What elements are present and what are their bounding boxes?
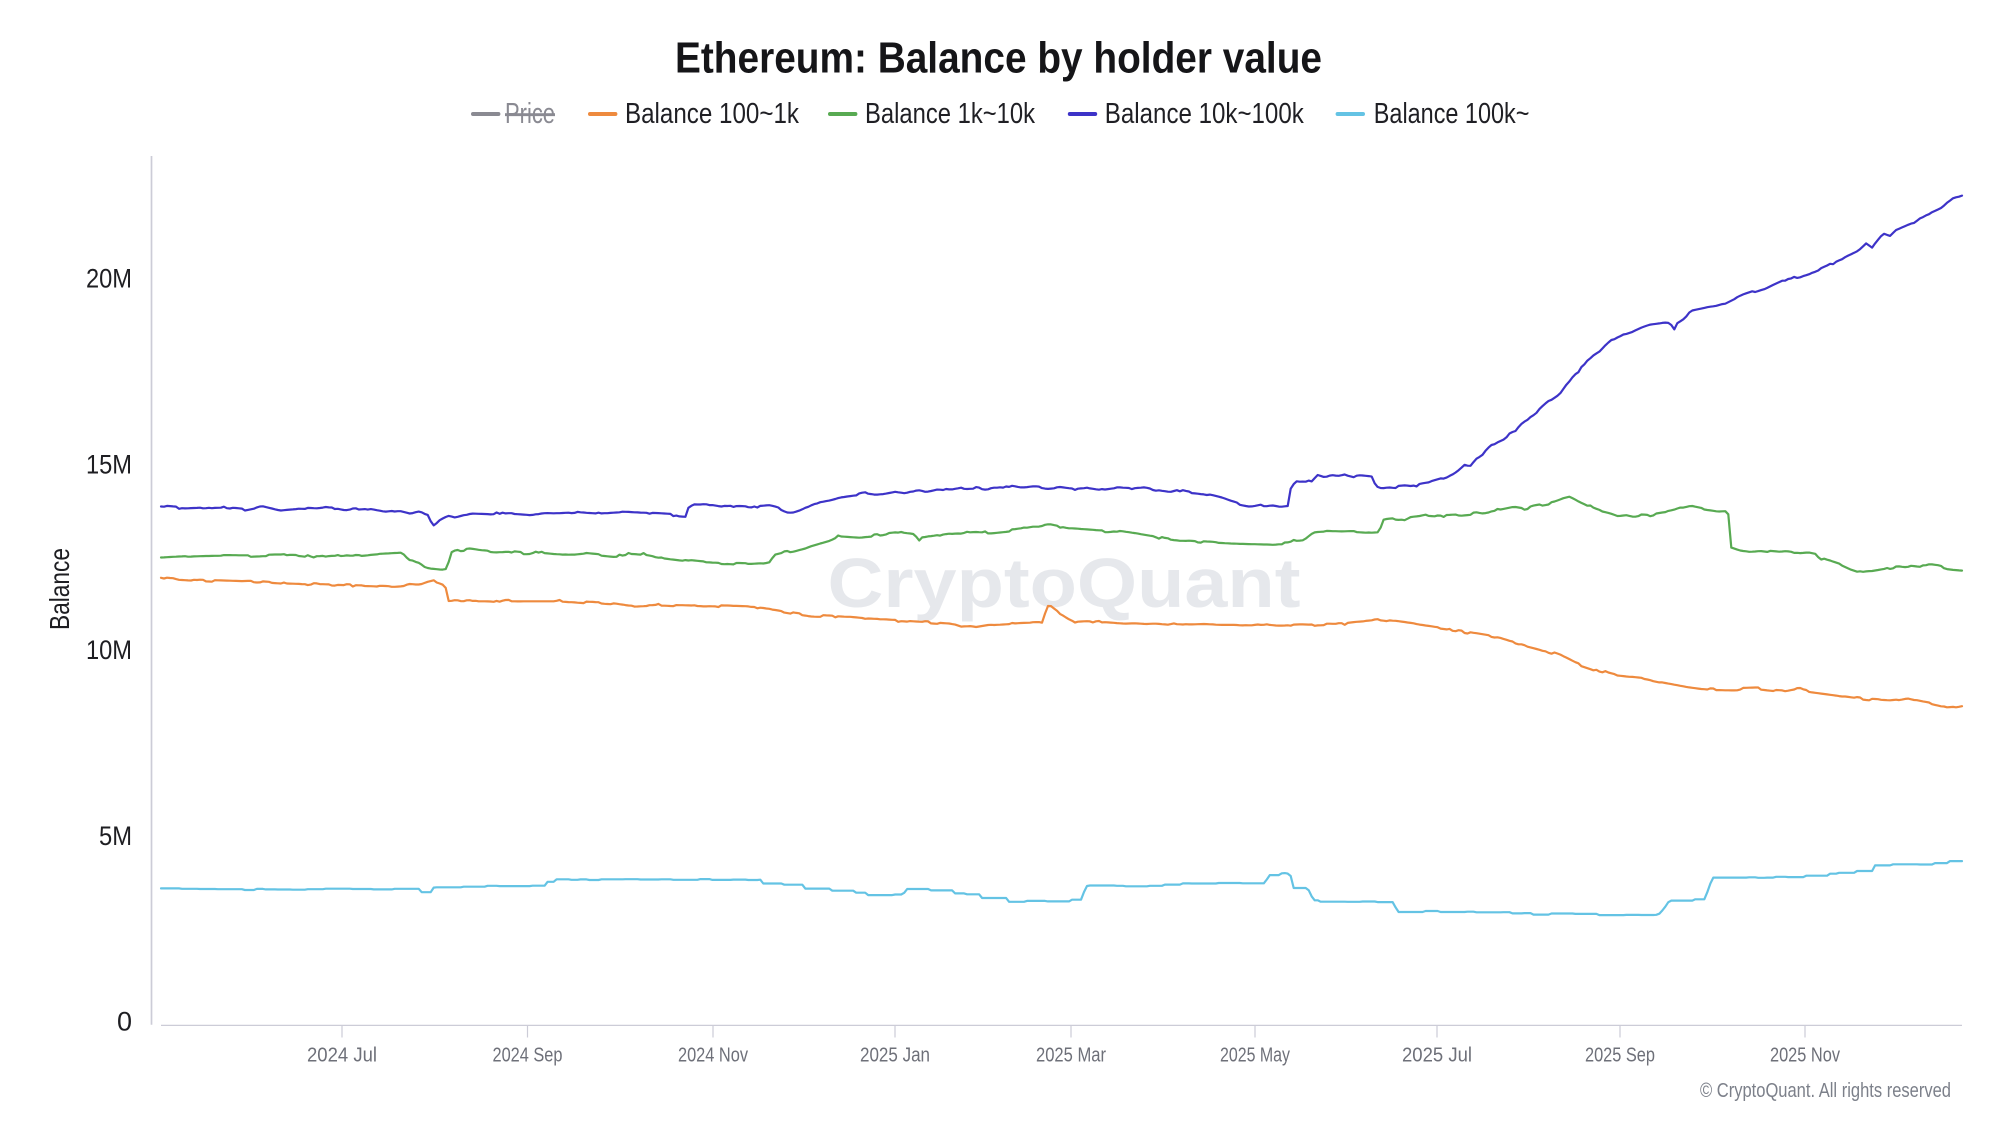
svg-text:Balance: Balance	[44, 548, 75, 630]
svg-text:Balance 100k~: Balance 100k~	[1374, 98, 1530, 130]
svg-text:© CryptoQuant. All rights rese: © CryptoQuant. All rights reserved	[1700, 1080, 1951, 1102]
svg-text:Ethereum: Balance by holder va: Ethereum: Balance by holder value	[675, 34, 1322, 83]
svg-text:20M: 20M	[86, 264, 132, 294]
svg-text:2024 Sep: 2024 Sep	[493, 1045, 563, 1067]
svg-text:2025 Jul: 2025 Jul	[1402, 1045, 1472, 1067]
svg-text:2025 Nov: 2025 Nov	[1770, 1045, 1840, 1067]
svg-text:2024 Nov: 2024 Nov	[678, 1045, 748, 1067]
svg-text:Balance 10k~100k: Balance 10k~100k	[1105, 98, 1304, 130]
svg-text:2025 Jan: 2025 Jan	[860, 1045, 930, 1067]
svg-text:2025 May: 2025 May	[1220, 1045, 1290, 1067]
svg-text:2025 Sep: 2025 Sep	[1585, 1045, 1655, 1067]
svg-text:2025 Mar: 2025 Mar	[1036, 1045, 1106, 1067]
svg-text:CryptoQuant: CryptoQuant	[828, 544, 1301, 622]
svg-text:Balance 1k~10k: Balance 1k~10k	[865, 98, 1035, 130]
svg-text:15M: 15M	[86, 449, 132, 479]
svg-text:0: 0	[117, 1007, 132, 1037]
svg-text:Balance 100~1k: Balance 100~1k	[625, 98, 799, 130]
svg-text:5M: 5M	[99, 821, 132, 851]
svg-text:Price: Price	[505, 98, 555, 130]
svg-text:10M: 10M	[86, 635, 132, 665]
svg-text:2024 Jul: 2024 Jul	[307, 1045, 377, 1067]
